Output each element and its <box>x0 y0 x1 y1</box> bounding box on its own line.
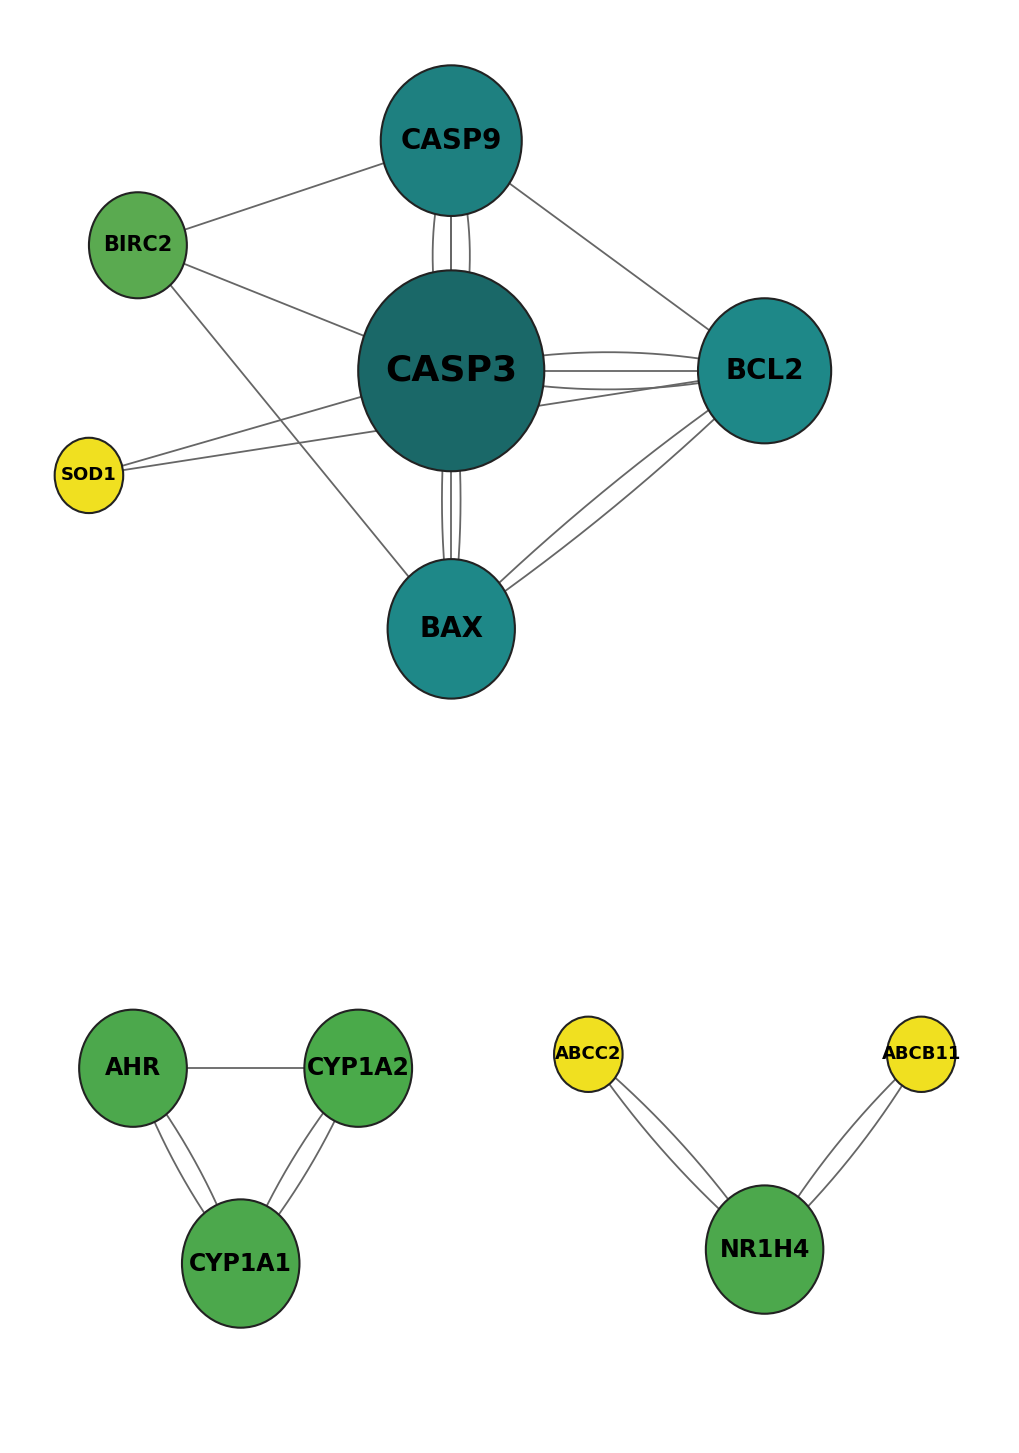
Ellipse shape <box>358 270 544 471</box>
Ellipse shape <box>304 1010 412 1128</box>
Ellipse shape <box>79 1010 186 1128</box>
Ellipse shape <box>89 192 186 298</box>
Ellipse shape <box>887 1017 955 1093</box>
Text: ABCB11: ABCB11 <box>880 1045 960 1064</box>
Text: AHR: AHR <box>105 1056 161 1080</box>
Text: CYP1A1: CYP1A1 <box>190 1251 291 1276</box>
Text: SOD1: SOD1 <box>61 466 117 484</box>
Ellipse shape <box>697 298 830 443</box>
Text: BCL2: BCL2 <box>725 357 803 385</box>
Ellipse shape <box>387 559 515 699</box>
Text: ABCC2: ABCC2 <box>554 1045 621 1064</box>
Text: NR1H4: NR1H4 <box>718 1238 809 1261</box>
Ellipse shape <box>380 65 522 216</box>
Text: BIRC2: BIRC2 <box>103 235 172 256</box>
Text: CASP9: CASP9 <box>400 126 501 154</box>
Text: CASP3: CASP3 <box>385 355 517 388</box>
Text: CYP1A2: CYP1A2 <box>307 1056 410 1080</box>
Ellipse shape <box>55 437 123 513</box>
Ellipse shape <box>705 1186 822 1314</box>
Text: BAX: BAX <box>419 615 483 642</box>
Ellipse shape <box>181 1199 300 1328</box>
Ellipse shape <box>553 1017 622 1093</box>
